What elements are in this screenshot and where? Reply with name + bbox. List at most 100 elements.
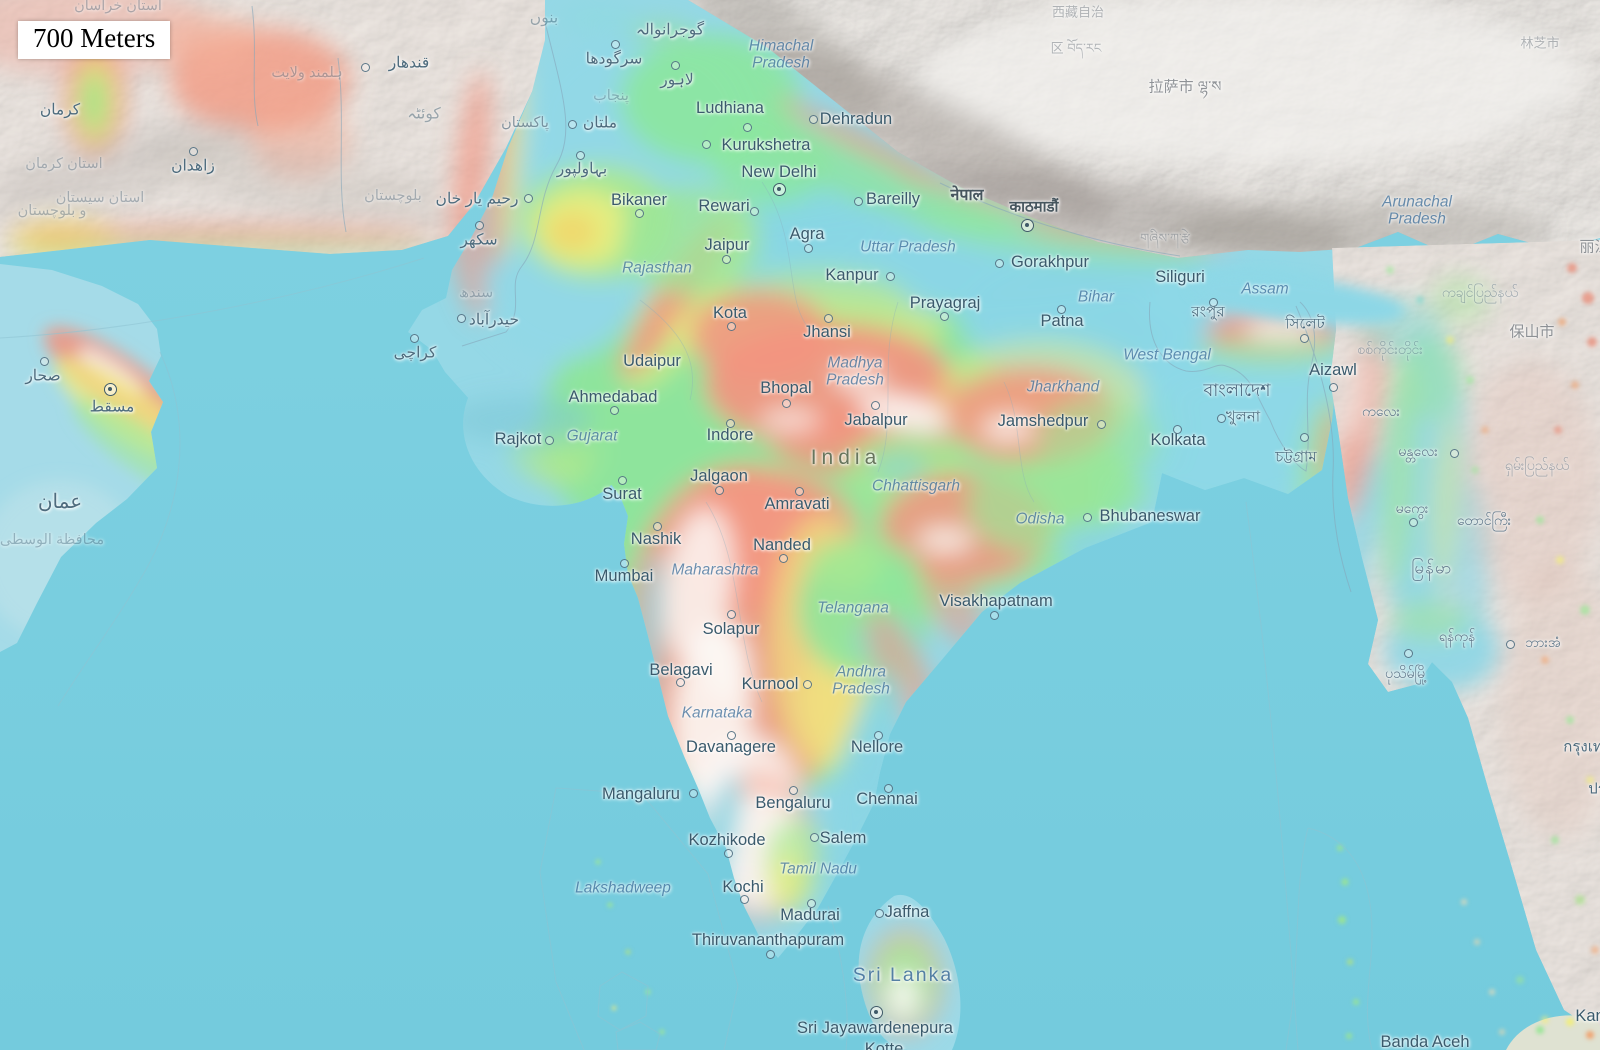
city-marker bbox=[874, 908, 884, 918]
place-label: 保山市 bbox=[1509, 323, 1555, 341]
city-marker bbox=[781, 398, 791, 408]
place-label: ပုသိမ်မြို့ bbox=[1384, 665, 1428, 682]
city-marker bbox=[409, 333, 419, 343]
city-marker bbox=[823, 313, 833, 323]
city-marker bbox=[188, 146, 198, 156]
city-marker bbox=[652, 521, 662, 531]
place-label: Patna bbox=[1040, 311, 1084, 330]
city-marker bbox=[725, 418, 735, 428]
city-marker bbox=[885, 271, 895, 281]
place-label: Kotte bbox=[864, 1039, 904, 1050]
place-label: Nellore bbox=[850, 737, 904, 756]
place-label: کراچی bbox=[393, 344, 437, 362]
city-marker bbox=[523, 193, 533, 203]
place-label: 丽江市 bbox=[1579, 238, 1600, 256]
place-label: سرگودھا bbox=[585, 50, 643, 68]
place-label: 拉萨市 ལྷ་ས bbox=[1148, 78, 1222, 96]
city-marker bbox=[749, 206, 759, 216]
city-marker bbox=[1505, 639, 1515, 649]
place-label: Udaipur bbox=[623, 351, 681, 370]
place-label: زاهدان bbox=[171, 157, 215, 175]
place-label: 区 བོད་རང bbox=[1050, 40, 1102, 56]
place-label: གཞིས་ཀ་རྩེ bbox=[1140, 230, 1190, 246]
place-label: حیدرآباد bbox=[468, 311, 520, 329]
city-marker bbox=[567, 119, 577, 129]
place-label: Kurukshetra bbox=[721, 135, 811, 154]
city-marker bbox=[1408, 517, 1418, 527]
elevation-legend: 700 Meters bbox=[18, 21, 171, 59]
place-label: و بلوچستان bbox=[17, 202, 87, 219]
place-label: رحیم یار خان bbox=[435, 190, 519, 208]
place-label: Telangana bbox=[817, 599, 889, 617]
place-label: صحار bbox=[25, 367, 61, 385]
place-label: Davanagere bbox=[686, 737, 776, 756]
place-label: Bihar bbox=[1077, 288, 1115, 306]
place-label: नेपाल bbox=[950, 187, 984, 205]
place-label: Gorakhpur bbox=[1011, 252, 1089, 271]
place-label: রংপুর bbox=[1191, 303, 1225, 321]
place-label: Sri Jayawardenepura bbox=[797, 1018, 953, 1037]
city-marker bbox=[853, 196, 863, 206]
place-label: Jamshedpur bbox=[997, 411, 1089, 430]
place-label: Himachal Pradesh bbox=[748, 37, 814, 72]
place-label: Chennai bbox=[856, 789, 918, 808]
city-marker bbox=[721, 254, 731, 264]
capital-marker bbox=[103, 382, 117, 396]
city-marker bbox=[456, 313, 466, 323]
city-marker bbox=[726, 609, 736, 619]
city-marker bbox=[1096, 419, 1106, 429]
city-marker bbox=[1299, 333, 1309, 343]
place-label: Salem bbox=[819, 828, 867, 847]
city-marker bbox=[989, 610, 999, 620]
place-label: Lakshadweep bbox=[575, 879, 671, 897]
place-label: New Delhi bbox=[741, 162, 817, 181]
city-marker bbox=[742, 122, 752, 132]
place-label: Sri Lanka bbox=[852, 964, 954, 987]
place-label: Kota bbox=[713, 303, 747, 322]
place-label: ရှမ်းပြည်နယ် bbox=[1504, 457, 1570, 474]
place-label: Banda Aceh bbox=[1380, 1032, 1470, 1050]
place-label: Madhya Pradesh bbox=[826, 354, 884, 389]
city-marker bbox=[806, 898, 816, 908]
city-marker bbox=[794, 486, 804, 496]
place-label: Odisha bbox=[1015, 510, 1065, 528]
city-marker bbox=[544, 435, 554, 445]
city-marker bbox=[619, 558, 629, 568]
place-label: ہلمند ولایت bbox=[271, 64, 343, 81]
place-label: Kan bbox=[1575, 1006, 1600, 1025]
city-marker bbox=[39, 356, 49, 366]
place-label: Thiruvananthapuram bbox=[691, 930, 845, 949]
place-label: کوئٹہ bbox=[407, 105, 441, 123]
city-marker bbox=[994, 258, 1004, 268]
capital-marker bbox=[1020, 218, 1034, 232]
place-label: বাংলাদেশ bbox=[1203, 380, 1271, 401]
place-label: Jhansi bbox=[803, 322, 851, 341]
island-speckles bbox=[595, 263, 1599, 1039]
place-label: Kolkata bbox=[1150, 430, 1206, 449]
place-label: Jaipur bbox=[704, 235, 750, 254]
city-marker bbox=[714, 485, 724, 495]
place-label: بنوں bbox=[529, 9, 559, 27]
place-label: Rajkot bbox=[494, 429, 542, 448]
place-label: Surat bbox=[602, 484, 642, 503]
place-label: ကချင်ပြည်နယ် bbox=[1441, 284, 1519, 301]
place-label: Kurnool bbox=[741, 674, 799, 693]
place-label: Mangaluru bbox=[602, 784, 680, 803]
city-marker bbox=[802, 679, 812, 689]
city-marker bbox=[1172, 424, 1182, 434]
city-marker bbox=[617, 475, 627, 485]
city-marker bbox=[788, 785, 798, 795]
place-label: بہاولپور bbox=[556, 160, 608, 178]
place-label: Mumbai bbox=[594, 566, 654, 585]
place-label: Bhubaneswar bbox=[1099, 506, 1201, 525]
place-label: Bareilly bbox=[865, 189, 921, 208]
shading-tibet bbox=[688, 0, 1580, 258]
place-label: Nashik bbox=[630, 529, 682, 548]
place-label: Bikaner bbox=[611, 190, 667, 209]
place-label: ปร bbox=[1588, 780, 1600, 798]
place-label: استان سیستان bbox=[55, 189, 145, 206]
place-label: پنجاب bbox=[593, 87, 629, 104]
